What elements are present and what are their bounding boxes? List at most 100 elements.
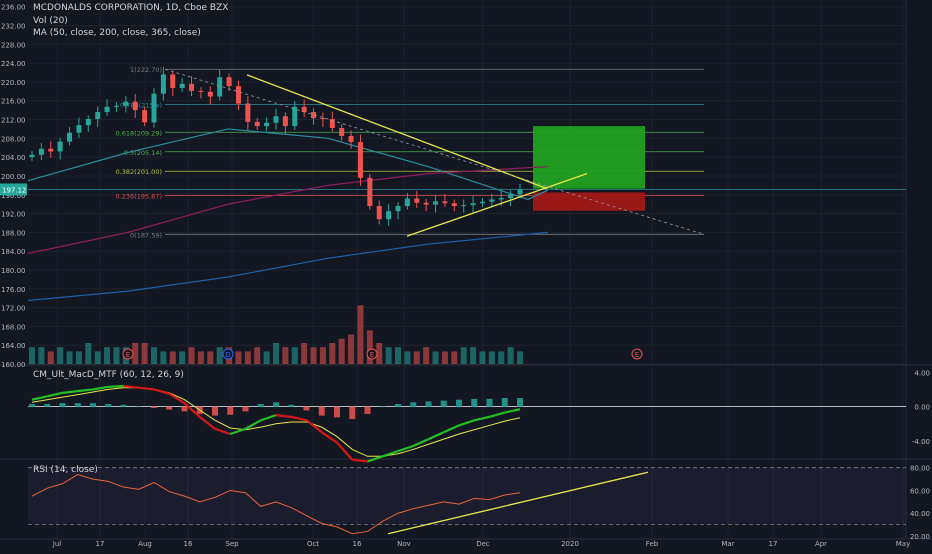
candle-body [367, 177, 373, 207]
macd-legend[interactable]: CM_Ult_MacD_MTF (60, 12, 26, 9) [33, 370, 184, 380]
candle-body [264, 122, 270, 127]
volume-bar [282, 347, 289, 364]
volume-bar [376, 343, 383, 364]
x-tick-label: 17 [96, 540, 105, 548]
volume-bar [413, 351, 420, 364]
macd-histogram-bar [349, 406, 356, 420]
symbol-title[interactable]: MCDONALDS CORPORATION, 1D, Cboe BZX [33, 3, 229, 13]
candle-body [132, 101, 138, 111]
rsi-band [28, 467, 906, 525]
volume-bar [470, 347, 477, 364]
volume-bar [216, 347, 223, 364]
y-tick-label: 188.00 [1, 229, 26, 237]
macd-histogram-bar [44, 404, 51, 408]
macd-line-segment [260, 414, 277, 422]
y-tick-label: 172.00 [1, 305, 26, 313]
macd-pane [28, 384, 906, 463]
volume-bars [29, 305, 523, 364]
volume-bar [338, 338, 345, 364]
fib-level-label: 1(222.70) [130, 66, 162, 74]
volume-bar [319, 347, 326, 364]
candle-body [404, 198, 410, 207]
y-tick-label: 160.00 [1, 361, 26, 369]
macd-histogram-bar [395, 404, 401, 408]
macd-histogram-bar [90, 403, 96, 408]
volume-bar [160, 351, 167, 364]
ma-line [27, 128, 549, 201]
macd-line-segment [458, 419, 475, 427]
macd-line-segment [199, 415, 216, 430]
rsi-pane [28, 467, 906, 535]
event-marker [631, 348, 643, 360]
rsi-tick-label: 20.00 [910, 533, 930, 541]
volume-bar [366, 330, 373, 364]
candle-body [433, 201, 439, 205]
candle-body [273, 116, 279, 123]
volume-bar [75, 351, 82, 364]
macd-line-segment [123, 384, 139, 389]
candle-body [189, 83, 195, 91]
candle-body [348, 135, 354, 143]
macd-line-segment [443, 424, 460, 434]
x-tick-label: Dec [476, 540, 490, 548]
macd-histogram-bar [257, 404, 264, 408]
volume-bar [301, 343, 308, 364]
y-tick-label: 180.00 [1, 267, 26, 275]
candle-body [170, 74, 176, 89]
macd-line-segment [412, 438, 429, 448]
macd-histogram-bar [59, 403, 66, 408]
macd-histogram-bar [212, 406, 218, 416]
last-price-label: 197.12 [2, 186, 27, 194]
ma-legend[interactable]: MA (50, close, 200, close, 365, close) [33, 28, 201, 38]
macd-line-segment [244, 419, 262, 430]
macd-histogram-bar [242, 406, 249, 412]
event-marker-label: E [126, 351, 130, 359]
y-tick-label: 164.00 [1, 342, 26, 350]
macd-line-segment [153, 388, 170, 395]
macd-line-segment [367, 455, 384, 463]
y-tick-label: 192.00 [1, 211, 26, 219]
macd-line-segment [138, 386, 155, 391]
macd-histogram-bar [227, 406, 234, 415]
volume-bar [85, 343, 92, 364]
ma-line [27, 165, 549, 255]
rsi-legend[interactable]: RSI (14, close) [33, 465, 98, 475]
macd-line-segment [305, 419, 323, 434]
macd-histogram-bar [181, 406, 188, 412]
fib-level-label: 0.236(195.87) [116, 192, 162, 200]
x-tick-label: Apr [815, 540, 827, 548]
volume-bar [507, 347, 514, 364]
candle-body [57, 141, 63, 152]
volume-bar [488, 351, 495, 364]
candle-body [226, 77, 232, 87]
candle-body [142, 110, 148, 123]
candle-body [282, 116, 288, 127]
macd-line-segment [229, 427, 246, 436]
rsi-tick-label: 40.00 [910, 510, 930, 518]
volume-bar [179, 351, 186, 364]
volume-bar [141, 343, 148, 364]
volume-bar [291, 347, 298, 364]
volume-bar [451, 351, 458, 364]
volume-bar [498, 351, 505, 364]
macd-line-segment [489, 411, 506, 418]
candle-body [245, 103, 251, 122]
candle-body [498, 198, 504, 200]
macd-histogram-bar [410, 402, 417, 408]
volume-legend[interactable]: Vol (20) [33, 16, 68, 26]
volume-bar [441, 351, 448, 364]
x-tick-label: Sep [225, 540, 239, 548]
x-tick-label: Oct [307, 540, 319, 548]
y-tick-label: 220.00 [1, 79, 26, 87]
candle-body [442, 201, 448, 204]
volume-bar [188, 347, 195, 364]
candle-body [235, 86, 241, 104]
last-price-tag [0, 183, 27, 196]
y-tick-label: 228.00 [1, 41, 26, 49]
macd-histogram-bar [151, 406, 157, 408]
event-marker [122, 348, 134, 360]
candle-body [67, 132, 73, 142]
position-zones [533, 126, 645, 211]
